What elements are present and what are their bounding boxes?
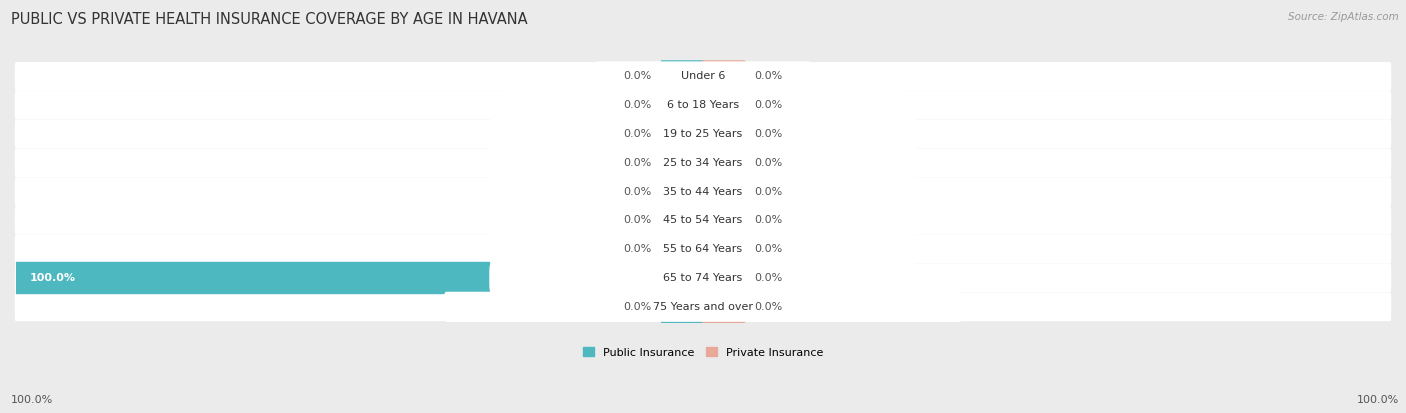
Text: 100.0%: 100.0% [1357, 395, 1399, 405]
FancyBboxPatch shape [489, 119, 917, 149]
Legend: Public Insurance, Private Insurance: Public Insurance, Private Insurance [579, 343, 827, 362]
FancyBboxPatch shape [702, 118, 747, 150]
FancyBboxPatch shape [489, 263, 917, 293]
Text: 45 to 54 Years: 45 to 54 Years [664, 216, 742, 225]
FancyBboxPatch shape [659, 147, 704, 179]
FancyBboxPatch shape [702, 60, 747, 93]
FancyBboxPatch shape [702, 89, 747, 121]
Text: 6 to 18 Years: 6 to 18 Years [666, 100, 740, 110]
Text: 0.0%: 0.0% [755, 273, 783, 283]
Text: Source: ZipAtlas.com: Source: ZipAtlas.com [1288, 12, 1399, 22]
Text: 0.0%: 0.0% [755, 187, 783, 197]
FancyBboxPatch shape [15, 292, 1391, 321]
FancyBboxPatch shape [702, 204, 747, 237]
Text: 0.0%: 0.0% [755, 216, 783, 225]
FancyBboxPatch shape [659, 118, 704, 150]
Text: 0.0%: 0.0% [755, 71, 783, 81]
Text: 0.0%: 0.0% [623, 158, 651, 168]
FancyBboxPatch shape [595, 62, 811, 92]
FancyBboxPatch shape [489, 177, 917, 206]
FancyBboxPatch shape [15, 235, 1391, 263]
Text: PUBLIC VS PRIVATE HEALTH INSURANCE COVERAGE BY AGE IN HAVANA: PUBLIC VS PRIVATE HEALTH INSURANCE COVER… [11, 12, 527, 27]
FancyBboxPatch shape [659, 204, 704, 237]
FancyBboxPatch shape [659, 233, 704, 266]
FancyBboxPatch shape [702, 176, 747, 208]
Text: 55 to 64 Years: 55 to 64 Years [664, 244, 742, 254]
Text: 0.0%: 0.0% [623, 71, 651, 81]
Text: 65 to 74 Years: 65 to 74 Years [664, 273, 742, 283]
FancyBboxPatch shape [15, 62, 1391, 91]
Text: 100.0%: 100.0% [11, 395, 53, 405]
FancyBboxPatch shape [702, 147, 747, 179]
FancyBboxPatch shape [15, 177, 1391, 206]
FancyBboxPatch shape [505, 90, 901, 120]
FancyBboxPatch shape [15, 120, 1391, 148]
Text: 0.0%: 0.0% [755, 244, 783, 254]
FancyBboxPatch shape [489, 148, 917, 178]
FancyBboxPatch shape [15, 263, 1391, 292]
Text: 0.0%: 0.0% [623, 187, 651, 197]
FancyBboxPatch shape [659, 89, 704, 121]
Text: 0.0%: 0.0% [623, 129, 651, 139]
FancyBboxPatch shape [659, 176, 704, 208]
Text: 0.0%: 0.0% [623, 100, 651, 110]
Text: 0.0%: 0.0% [623, 244, 651, 254]
Text: 25 to 34 Years: 25 to 34 Years [664, 158, 742, 168]
FancyBboxPatch shape [489, 205, 917, 235]
FancyBboxPatch shape [702, 233, 747, 266]
Text: 0.0%: 0.0% [623, 216, 651, 225]
FancyBboxPatch shape [659, 291, 704, 323]
Text: 19 to 25 Years: 19 to 25 Years [664, 129, 742, 139]
Text: 0.0%: 0.0% [755, 158, 783, 168]
Text: 35 to 44 Years: 35 to 44 Years [664, 187, 742, 197]
Text: 75 Years and over: 75 Years and over [652, 302, 754, 312]
FancyBboxPatch shape [14, 262, 704, 294]
FancyBboxPatch shape [444, 292, 962, 322]
Text: 0.0%: 0.0% [755, 129, 783, 139]
Text: 0.0%: 0.0% [755, 302, 783, 312]
FancyBboxPatch shape [659, 60, 704, 93]
FancyBboxPatch shape [702, 262, 747, 294]
Text: 0.0%: 0.0% [623, 302, 651, 312]
Text: 0.0%: 0.0% [755, 100, 783, 110]
FancyBboxPatch shape [15, 206, 1391, 235]
FancyBboxPatch shape [489, 234, 917, 264]
FancyBboxPatch shape [15, 91, 1391, 120]
Text: Under 6: Under 6 [681, 71, 725, 81]
FancyBboxPatch shape [702, 291, 747, 323]
Text: 100.0%: 100.0% [30, 273, 76, 283]
FancyBboxPatch shape [15, 148, 1391, 177]
